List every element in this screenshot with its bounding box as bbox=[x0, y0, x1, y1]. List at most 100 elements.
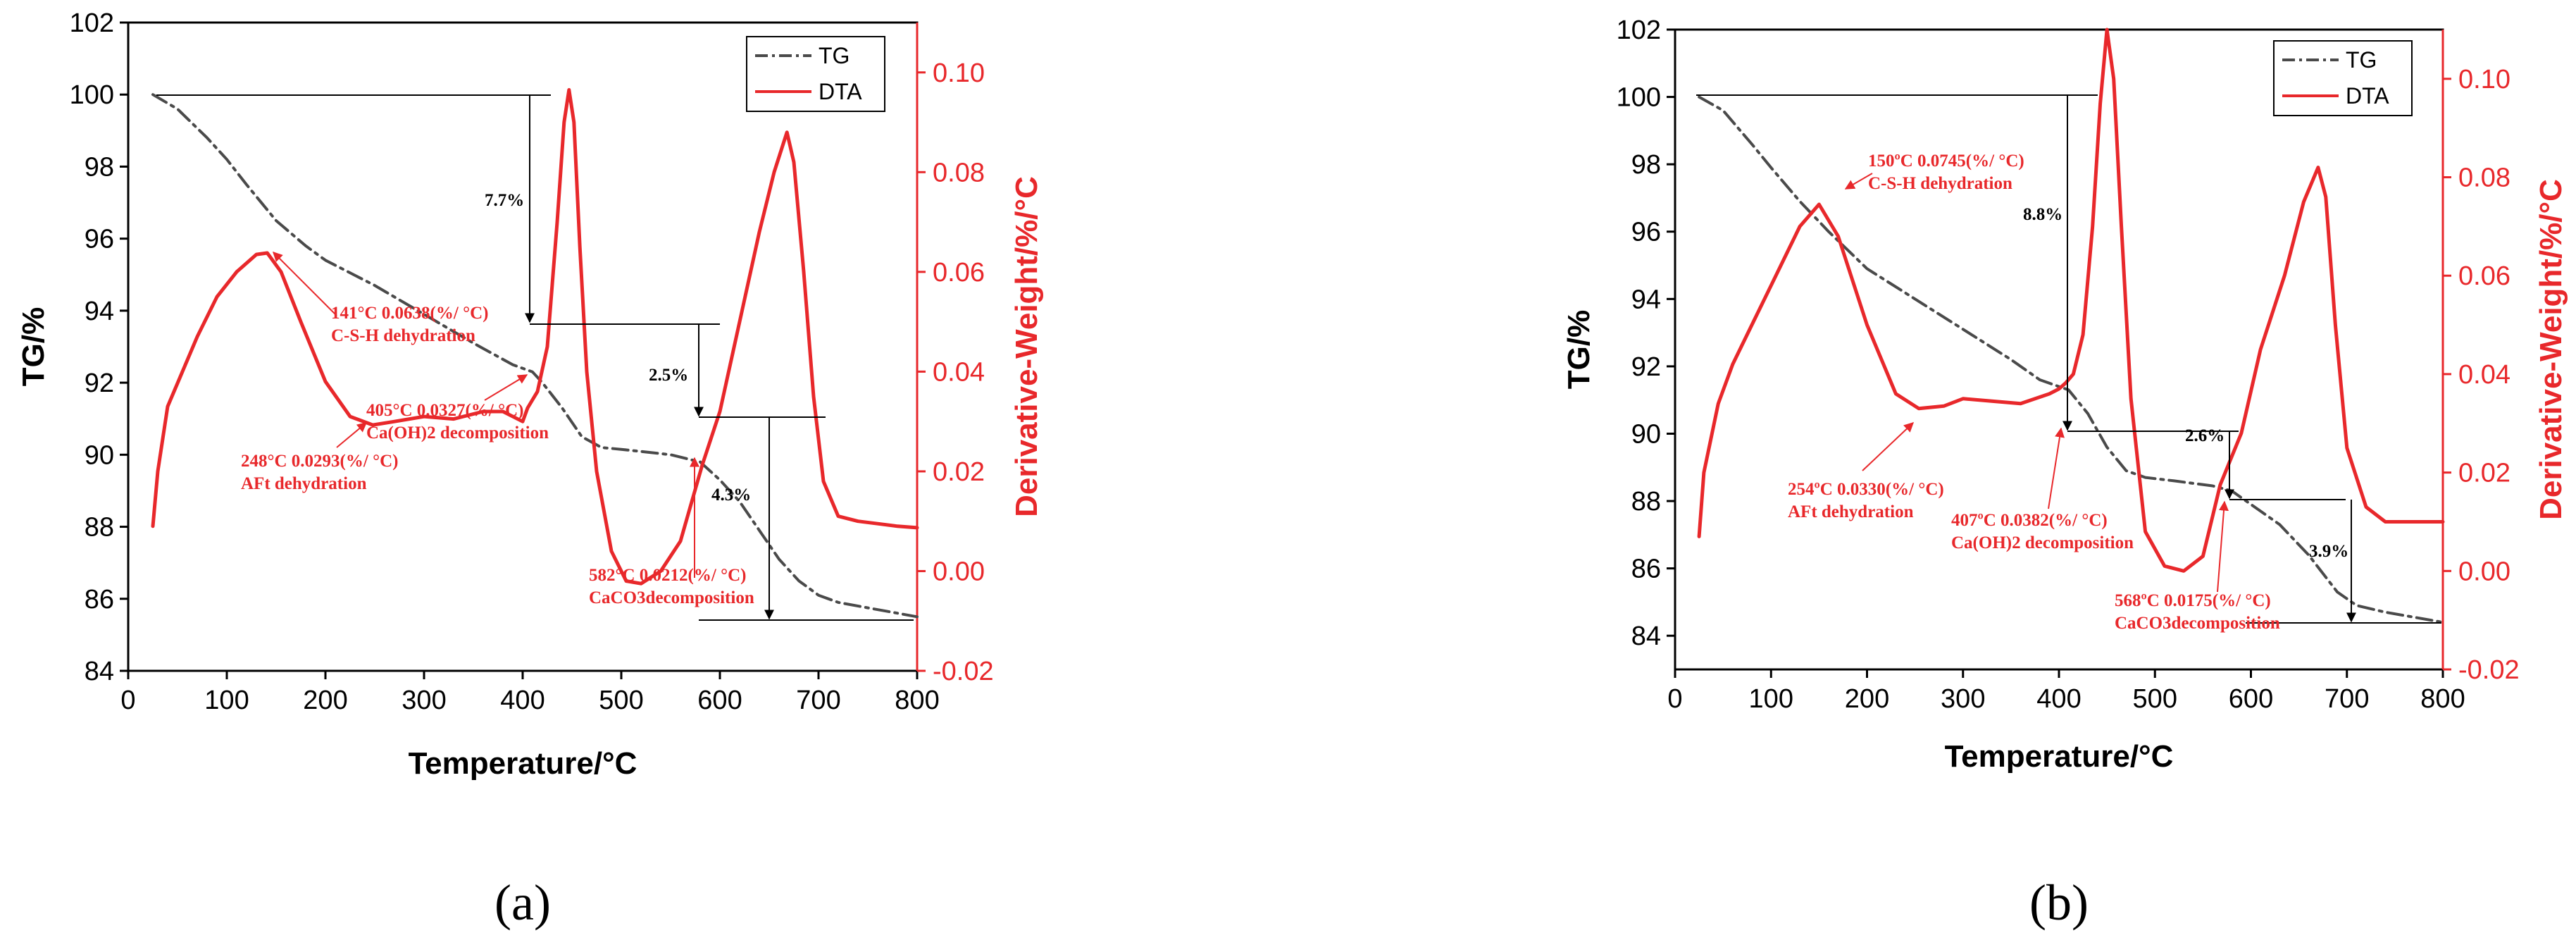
y-tick-label: 90 bbox=[85, 440, 114, 470]
y-tick-label: 92 bbox=[85, 369, 114, 398]
y2-tick-label: 0.08 bbox=[933, 158, 985, 187]
annotation-a-4-line1: 582°C 0.0212(%/ °C) bbox=[589, 566, 746, 585]
x-tick-label: 400 bbox=[2036, 684, 2081, 714]
mass-loss-guides-b bbox=[1696, 94, 2441, 624]
annotation-a-4-line2: CaCO3decomposition bbox=[589, 588, 754, 607]
y2-tick-label: 0.10 bbox=[2458, 65, 2510, 94]
y2-tick-label: -0.02 bbox=[2458, 655, 2520, 685]
series-line-tg bbox=[1698, 95, 2444, 624]
y2-tick-label: 0.10 bbox=[933, 58, 985, 88]
x-tick-label: 500 bbox=[599, 686, 643, 715]
x-tick-label: 100 bbox=[204, 686, 249, 715]
y2-tick-label: 0.06 bbox=[2458, 261, 2510, 291]
y-tick-label: 90 bbox=[1631, 419, 1661, 449]
y-tick-label: 92 bbox=[1631, 352, 1661, 382]
x-tick-label: 300 bbox=[402, 686, 446, 715]
y2-tick-label: 0.02 bbox=[933, 457, 985, 487]
y-tick-label: 98 bbox=[1631, 150, 1661, 180]
legend-b: TG DTA bbox=[2273, 40, 2413, 116]
y-ticks-a: 84 86 88 90 92 94 96 98 100 102 bbox=[70, 8, 128, 686]
y2-tick-label: 0.08 bbox=[2458, 163, 2510, 193]
y2-tick-label: 0.04 bbox=[933, 357, 985, 387]
annotations-b: 150ºC 0.0745(%/ °C) C-S-H dehydration 25… bbox=[1788, 151, 2280, 633]
series-a bbox=[151, 88, 919, 619]
chart-panel-b: 0 100 200 300 400 500 600 700 800 84 86 88 90 92 94 96… bbox=[1562, 16, 2568, 931]
series-line-dta bbox=[151, 88, 919, 586]
annotation-a-1-line1: 141°C 0.0638(%/ °C) bbox=[331, 304, 488, 323]
legend-box-a bbox=[746, 36, 885, 112]
series-line-dta bbox=[1697, 27, 2445, 573]
x-axis-label-a: Temperature/°C bbox=[409, 746, 637, 781]
y2-ticks-b: -0.02 0.00 0.02 0.04 0.06 0.08 0.10 bbox=[2443, 65, 2520, 685]
x-ticks-b: 0 100 200 300 400 500 600 700 800 bbox=[1667, 669, 2465, 714]
x-tick-label: 200 bbox=[1845, 684, 1889, 714]
y2-tick-label: -0.02 bbox=[933, 657, 994, 686]
legend-a: TG DTA bbox=[746, 36, 885, 112]
y-tick-label: 84 bbox=[85, 657, 114, 686]
mass-loss-label-a-1: 7.7% bbox=[485, 191, 524, 210]
plot-frame-b bbox=[1674, 28, 2444, 671]
annotation-a-1-line2: C-S-H dehydration bbox=[331, 326, 475, 345]
legend-label-tg-b: TG bbox=[2346, 47, 2377, 73]
x-tick-label: 700 bbox=[2325, 684, 2369, 714]
annotation-b-2-line1: 254ºC 0.0330(%/ °C) bbox=[1788, 480, 1944, 499]
y2-tick-label: 0.04 bbox=[2458, 360, 2510, 390]
y-tick-label: 102 bbox=[70, 8, 114, 38]
x-tick-label: 0 bbox=[120, 686, 135, 715]
series-line-tg bbox=[151, 93, 919, 619]
y2-tick-label: 0.00 bbox=[2458, 557, 2510, 586]
y-tick-label: 96 bbox=[1631, 218, 1661, 247]
y-tick-label: 88 bbox=[1631, 487, 1661, 517]
annotation-a-2-line2: Ca(OH)2 decomposition bbox=[366, 423, 549, 443]
x-tick-label: 600 bbox=[2229, 684, 2273, 714]
y2-ticks-a: -0.02 0.00 0.02 0.04 0.06 0.08 0.10 bbox=[917, 58, 994, 686]
panel-label-b: (b) bbox=[2029, 874, 2089, 931]
chart-panel-a: 0 100 200 300 400 500 600 700 800 84 86 88 90 92 94 96… bbox=[16, 8, 1044, 931]
x-tick-label: 800 bbox=[2420, 684, 2465, 714]
x-tick-label: 400 bbox=[500, 686, 545, 715]
annotations-a: 141°C 0.0638(%/ °C) C-S-H dehydration 40… bbox=[241, 252, 754, 607]
x-tick-label: 700 bbox=[796, 686, 840, 715]
x-tick-label: 800 bbox=[895, 686, 939, 715]
y-ticks-b: 84 86 88 90 92 94 96 98 100 102 bbox=[1617, 16, 1675, 651]
annotation-a-3-line1: 248°C 0.0293(%/ °C) bbox=[241, 452, 398, 471]
series-b bbox=[1697, 27, 2445, 624]
legend-label-dta-b: DTA bbox=[2346, 83, 2389, 109]
mass-loss-label-a-2: 2.5% bbox=[649, 366, 688, 385]
y-tick-label: 96 bbox=[85, 225, 114, 254]
x-tick-label: 600 bbox=[697, 686, 742, 715]
annotation-b-4-line2: CaCO3decomposition bbox=[2115, 614, 2280, 633]
y2-tick-label: 0.02 bbox=[2458, 459, 2510, 488]
annotation-b-4-line1: 568ºC 0.0175(%/ °C) bbox=[2115, 591, 2271, 610]
y-tick-label: 100 bbox=[1617, 83, 1661, 113]
y2-axis-label-b: Derivative-Weight/%/°C bbox=[2534, 179, 2568, 520]
legend-box-b bbox=[2273, 40, 2413, 116]
y-tick-label: 94 bbox=[85, 297, 114, 326]
x-axis-label-b: Temperature/°C bbox=[1945, 739, 2174, 774]
mass-loss-label-b-3: 3.9% bbox=[2309, 542, 2348, 561]
legend-label-dta-a: DTA bbox=[819, 79, 862, 104]
plot-frame-a bbox=[127, 21, 919, 672]
x-tick-label: 200 bbox=[303, 686, 347, 715]
annotation-b-1-line1: 150ºC 0.0745(%/ °C) bbox=[1868, 151, 2024, 171]
y-tick-label: 86 bbox=[1631, 555, 1661, 584]
annotation-a-2-line1: 405°C 0.0327(%/ °C) bbox=[366, 401, 523, 420]
y-tick-label: 84 bbox=[1631, 621, 1661, 651]
mass-loss-label-b-2: 2.6% bbox=[2185, 426, 2225, 445]
annotation-b-1-line2: C-S-H dehydration bbox=[1868, 174, 2012, 193]
y-tick-label: 98 bbox=[85, 152, 114, 182]
mass-loss-label-b-1: 8.8% bbox=[2023, 205, 2062, 224]
legend-label-tg-a: TG bbox=[819, 43, 850, 68]
y-axis-label-a: TG/% bbox=[16, 307, 51, 386]
x-tick-label: 0 bbox=[1667, 684, 1682, 714]
y2-tick-label: 0.06 bbox=[933, 258, 985, 287]
annotation-b-3-line2: Ca(OH)2 decomposition bbox=[1951, 533, 2134, 552]
x-ticks-a: 0 100 200 300 400 500 600 700 800 bbox=[120, 671, 940, 715]
panel-label-a: (a) bbox=[494, 874, 551, 931]
mass-loss-guides-a bbox=[156, 94, 914, 621]
y-tick-label: 88 bbox=[85, 513, 114, 543]
y-tick-label: 94 bbox=[1631, 285, 1661, 314]
y-tick-label: 102 bbox=[1617, 16, 1661, 45]
annotation-b-3-line1: 407ºC 0.0382(%/ °C) bbox=[1951, 511, 2108, 530]
